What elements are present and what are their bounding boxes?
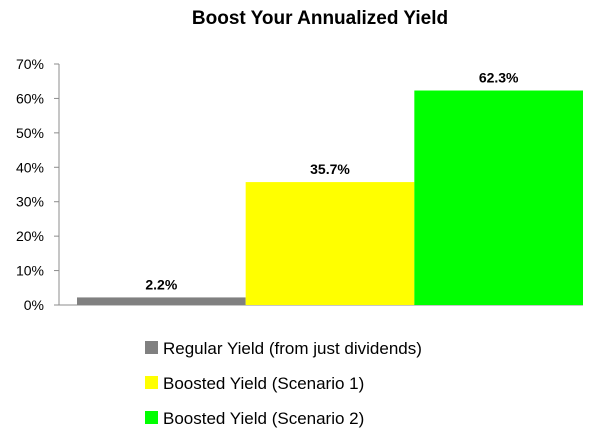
y-tick-label: 20% [16,228,44,244]
bars [77,90,583,305]
data-label: 62.3% [479,70,519,86]
chart-title: Boost Your Annualized Yield [192,8,448,29]
y-tick-label: 0% [24,297,44,313]
legend-swatch [145,411,158,424]
legend-swatch [145,341,158,354]
y-tick-label: 50% [16,125,44,141]
y-tick-label: 40% [16,159,44,175]
data-label: 2.2% [145,276,177,292]
y-tick-label: 60% [16,90,44,106]
legend-swatch [145,376,158,389]
legend-label: Boosted Yield (Scenario 2) [163,409,364,428]
legend-label: Regular Yield (from just dividends) [163,339,422,358]
legend-label: Boosted Yield (Scenario 1) [163,374,364,393]
bar [245,182,415,305]
y-tick-label: 10% [16,263,44,279]
y-tick-label: 30% [16,194,44,210]
bar [77,297,246,305]
legend: Regular Yield (from just dividends) Boost… [145,339,422,428]
y-tick-label: 70% [16,56,44,72]
data-label: 35.7% [310,161,350,177]
data-labels: 2.2% 35.7% 62.3% [145,70,519,293]
bar [414,90,583,305]
